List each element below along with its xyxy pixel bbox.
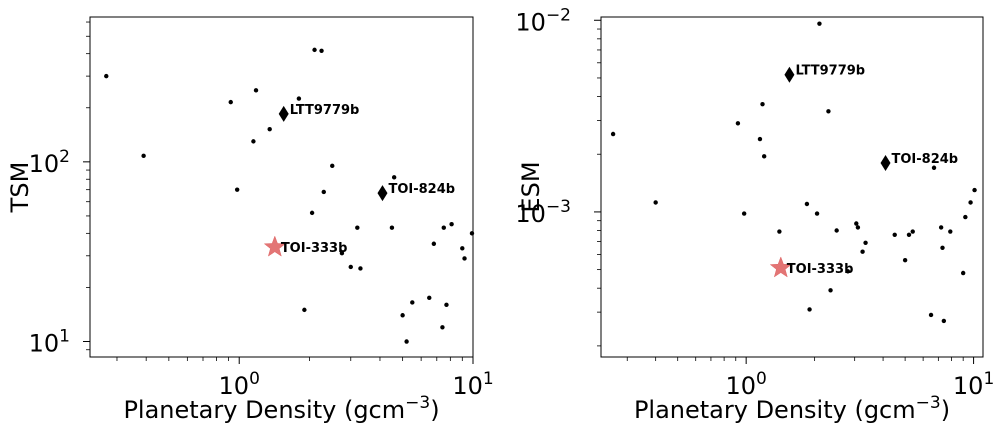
tsm-data-point	[444, 302, 449, 308]
esm-data-point	[941, 318, 947, 324]
esm-y-tick-label: 10−3	[515, 197, 571, 228]
esm-data-point	[653, 200, 658, 205]
esm-data-point	[757, 136, 763, 142]
tsm-data-point	[449, 221, 454, 227]
esm-highlight-label: TOI-333b	[787, 262, 854, 277]
tsm-data-point	[460, 246, 465, 251]
esm-y-axis-label: ESM	[517, 161, 545, 212]
esm-data-point	[741, 211, 747, 216]
tsm-data-point	[319, 48, 324, 53]
esm-data-point	[855, 225, 861, 230]
tsm-highlight-star-marker	[263, 235, 286, 257]
esm-y-tick-label: 10−2	[515, 5, 571, 36]
esm-plot-frame	[600, 16, 984, 358]
tsm-data-point	[348, 264, 353, 270]
esm-data-point	[931, 165, 937, 170]
esm-data-point	[735, 121, 741, 126]
tsm-data-point	[253, 88, 259, 93]
esm-data-point	[940, 245, 945, 250]
esm-data-point	[960, 270, 966, 276]
tsm-data-point	[302, 307, 307, 313]
tsm-data-point	[267, 126, 272, 132]
tsm-data-point	[296, 96, 302, 101]
tsm-data-point	[358, 266, 363, 271]
esm-data-point	[928, 312, 934, 318]
esm-data-point	[863, 240, 868, 246]
tsm-panel: 100 101 101 102 Planetary Density (gcm−3) TSM…	[6, 16, 494, 424]
esm-data-point	[948, 229, 953, 234]
esm-data-point	[910, 229, 915, 234]
tsm-y-tick-label: 102	[29, 147, 70, 178]
esm-x-tick-label: 100	[725, 369, 766, 400]
tsm-data-point	[389, 225, 395, 230]
esm-data-point	[807, 307, 812, 312]
tsm-highlight-diamond-marker	[278, 105, 289, 122]
esm-data-point	[892, 232, 897, 237]
esm-data-point	[963, 214, 968, 220]
esm-highlight-star-marker	[769, 256, 792, 278]
esm-data-point	[906, 232, 912, 237]
tsm-data-point	[427, 295, 432, 301]
tsm-plot-frame	[89, 16, 474, 358]
tsm-highlight-label: TOI-333b	[281, 241, 348, 256]
tsm-y-axis-label: TSM	[6, 162, 34, 214]
tsm-data-point	[469, 231, 475, 236]
tsm-data-point	[431, 241, 437, 246]
esm-panel: 100 101 10−3 10−2 Planetary Density (gcm−3) E…	[515, 5, 994, 424]
tsm-x-tick-label: 101	[452, 369, 493, 400]
esm-data-point	[860, 249, 865, 254]
tsm-data-point	[440, 325, 445, 330]
esm-data-point	[610, 131, 616, 137]
tsm-data-point	[339, 251, 345, 256]
tsm-data-point	[104, 73, 109, 79]
esm-highlight-diamond-marker	[880, 154, 891, 171]
tsm-data-point	[441, 225, 446, 230]
tsm-data-point	[391, 175, 397, 180]
esm-data-point	[828, 288, 833, 293]
tsm-data-point	[141, 153, 146, 159]
esm-data-point	[938, 225, 944, 230]
esm-data-point	[968, 200, 973, 205]
tsm-highlight-label: LTT9779b	[290, 103, 360, 118]
esm-data-point	[845, 269, 851, 274]
esm-data-point	[804, 201, 810, 207]
tsm-data-point	[309, 210, 315, 216]
esm-data-point	[826, 109, 831, 114]
tsm-data-point	[404, 339, 409, 344]
tsm-data-point	[355, 225, 360, 230]
esm-data-point	[972, 187, 977, 193]
tsm-data-point	[410, 300, 415, 305]
esm-data-point	[902, 257, 908, 263]
tsm-data-point	[321, 189, 326, 195]
tsm-data-point	[462, 256, 467, 261]
tsm-highlight-diamond-marker	[377, 185, 388, 202]
esm-data-point	[814, 211, 820, 216]
tsm-highlight-label: TOI-824b	[388, 182, 455, 197]
esm-highlight-diamond-marker	[784, 66, 795, 83]
tsm-data-point	[330, 163, 335, 169]
esm-highlight-label: TOI-824b	[892, 152, 959, 167]
esm-x-axis-label: Planetary Density (gcm−3)	[634, 393, 950, 424]
esm-data-point	[817, 21, 822, 26]
tsm-x-tick-label: 100	[219, 369, 260, 400]
tsm-data-point	[234, 187, 240, 192]
esm-x-tick-label: 101	[953, 369, 994, 400]
tsm-data-point	[251, 139, 256, 144]
esm-data-point	[834, 228, 839, 233]
esm-highlight-label: LTT9779b	[795, 64, 865, 79]
esm-data-point	[761, 154, 767, 159]
tsm-data-point	[312, 47, 317, 53]
tsm-x-axis-label: Planetary Density (gcm−3)	[123, 393, 439, 424]
esm-data-point	[854, 221, 859, 226]
tsm-y-tick-label: 101	[29, 327, 70, 358]
tsm-data-point	[228, 99, 233, 105]
tsm-data-point	[400, 313, 405, 318]
esm-data-point	[777, 229, 782, 234]
esm-data-point	[760, 101, 765, 107]
